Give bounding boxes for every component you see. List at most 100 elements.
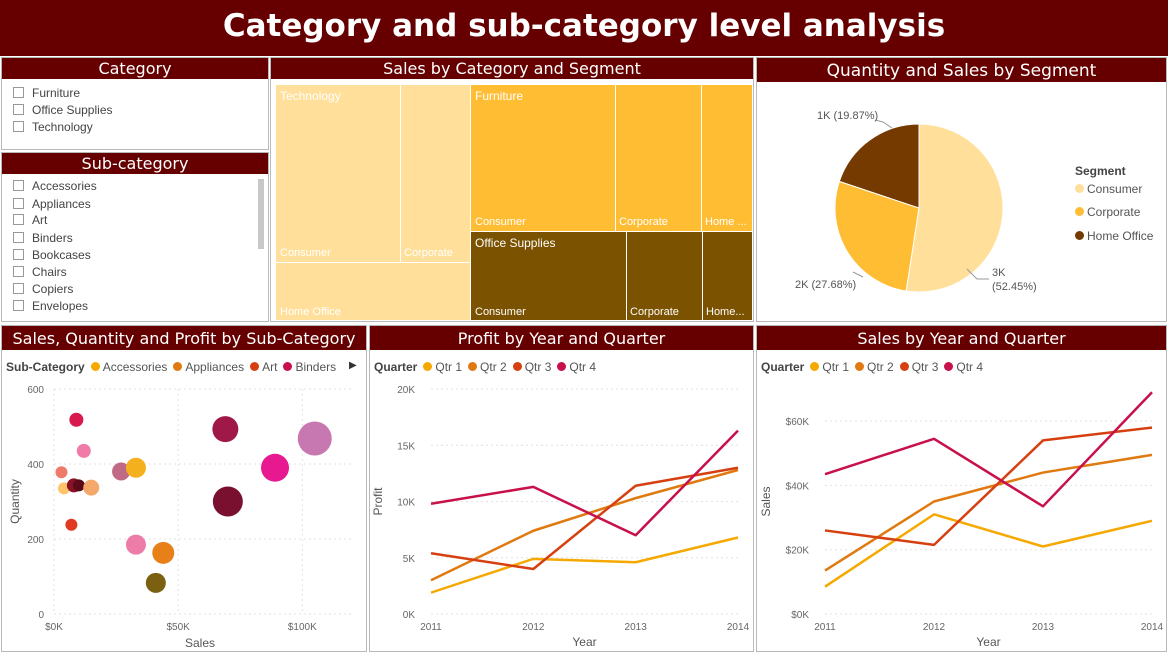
pie-label-corporate: 2K (27.68%) bbox=[795, 279, 856, 291]
legend-dot bbox=[1075, 231, 1084, 241]
pie-slice-home-office[interactable] bbox=[838, 123, 920, 209]
legend-title: Sub-Category bbox=[6, 360, 85, 374]
slicer-item-art[interactable]: Art bbox=[13, 212, 47, 229]
checkbox[interactable] bbox=[13, 87, 24, 99]
slicer-item-accessories[interactable]: Accessories bbox=[13, 178, 97, 195]
checkbox[interactable] bbox=[13, 232, 24, 244]
checkbox[interactable] bbox=[13, 300, 24, 312]
scatter-point[interactable] bbox=[83, 479, 100, 496]
series-line-qtr-1[interactable] bbox=[824, 513, 1153, 588]
slicer-item-furniture[interactable]: Furniture bbox=[13, 85, 80, 102]
x-tick-label: 2012 bbox=[522, 622, 545, 633]
scatter-point[interactable] bbox=[212, 486, 243, 517]
checkbox[interactable] bbox=[13, 198, 24, 210]
x-axis-label: Year bbox=[976, 635, 1000, 649]
scatter-title: Sales, Quantity and Profit by Sub-Catego… bbox=[2, 326, 366, 350]
scatter-point[interactable] bbox=[72, 479, 85, 492]
pie-legend-corporate[interactable]: Corporate bbox=[1075, 205, 1140, 219]
scatter-point[interactable] bbox=[152, 541, 175, 564]
treemap-label: Consumer bbox=[475, 306, 526, 318]
slicer-scrollbar[interactable] bbox=[258, 179, 264, 249]
sales-title: Sales by Year and Quarter bbox=[757, 326, 1166, 350]
treemap-label: Corporate bbox=[619, 216, 668, 228]
pie-slice-corporate[interactable] bbox=[834, 180, 920, 292]
scatter-point[interactable] bbox=[212, 416, 239, 443]
scatter-point[interactable] bbox=[76, 443, 91, 458]
checkbox[interactable] bbox=[13, 283, 24, 295]
legend-dot bbox=[512, 362, 522, 372]
slicer-item-binders[interactable]: Binders bbox=[13, 230, 73, 247]
series-line-qtr-3[interactable] bbox=[430, 466, 739, 571]
sales-line-chart[interactable]: $0K $20K $40K $60K 2011 2012 2013 2014 Year Sales bbox=[757, 381, 1167, 651]
checkbox[interactable] bbox=[13, 104, 24, 116]
profit-title: Profit by Year and Quarter bbox=[370, 326, 753, 350]
legend-dot bbox=[250, 362, 260, 372]
scatter-point[interactable] bbox=[125, 457, 146, 478]
treemap-cell-technology-corporate[interactable] bbox=[400, 84, 471, 263]
y-tick-label: 5K bbox=[403, 554, 416, 565]
slicer-item-technology[interactable]: Technology bbox=[13, 119, 93, 136]
y-tick-label: 600 bbox=[27, 385, 44, 396]
scatter-chart[interactable]: 0 200 400 600 $0K $50K $100K Sales Quantity bbox=[2, 381, 367, 651]
series-line-qtr-3[interactable] bbox=[824, 426, 1153, 547]
slicer-item-copiers[interactable]: Copiers bbox=[13, 281, 73, 298]
profit-line-chart[interactable]: 0K 5K 10K 15K 20K 2011 2012 2013 2014 Year Profit bbox=[370, 381, 754, 651]
x-axis-label: Year bbox=[572, 635, 596, 649]
legend-next-arrow-icon[interactable]: ▶ bbox=[349, 360, 357, 371]
series-line-qtr-4[interactable] bbox=[824, 391, 1153, 508]
pie-slice-consumer[interactable] bbox=[905, 123, 1004, 293]
series-line-qtr-2[interactable] bbox=[824, 453, 1153, 572]
checkbox[interactable] bbox=[13, 180, 24, 192]
pie-chart[interactable]: 3K (52.45%) 2K (27.68%) 1K (19.87%) bbox=[757, 82, 1167, 322]
x-tick-label: 2012 bbox=[923, 622, 946, 633]
x-tick-label: 2013 bbox=[1032, 622, 1055, 633]
checkbox[interactable] bbox=[13, 266, 24, 278]
checkbox[interactable] bbox=[13, 121, 24, 133]
pie-legend-consumer[interactable]: Consumer bbox=[1075, 182, 1142, 196]
y-tick-label: 15K bbox=[397, 441, 415, 452]
treemap-cell-furniture-consumer[interactable] bbox=[470, 84, 616, 232]
y-tick-label: 20K bbox=[397, 385, 415, 396]
slicer-item-bookcases[interactable]: Bookcases bbox=[13, 247, 91, 264]
scatter-legend: Sub-Category Accessories Appliances Art Bind… bbox=[6, 360, 337, 374]
pie-panel: Quantity and Sales by Segment 3K (52.45%)… bbox=[756, 57, 1167, 322]
sales-legend: Quarter Qtr 1 Qtr 2 Qtr 3 Qtr 4 bbox=[761, 360, 984, 374]
legend-dot bbox=[173, 362, 183, 372]
checkbox[interactable] bbox=[13, 214, 24, 226]
treemap-cell-technology-consumer[interactable] bbox=[275, 84, 401, 263]
treemap-cell-office-consumer[interactable] bbox=[470, 231, 627, 321]
scatter-panel: Sales, Quantity and Profit by Sub-Catego… bbox=[1, 325, 367, 652]
scatter-point[interactable] bbox=[145, 572, 166, 593]
treemap-label: Corporate bbox=[404, 247, 453, 259]
pie-label-consumer: 3K bbox=[992, 267, 1006, 279]
treemap-cell-office-homeoffice[interactable] bbox=[702, 231, 753, 321]
treemap-cell-furniture-homeoffice[interactable] bbox=[701, 84, 753, 232]
checkbox[interactable] bbox=[13, 249, 24, 261]
scatter-point[interactable] bbox=[65, 518, 78, 531]
legend-dot bbox=[899, 362, 909, 372]
treemap-label: Corporate bbox=[630, 306, 679, 318]
pie-legend-homeoffice[interactable]: Home Office bbox=[1075, 229, 1153, 243]
series-line-qtr-4[interactable] bbox=[430, 429, 739, 537]
legend-dot bbox=[423, 362, 433, 372]
scatter-point[interactable] bbox=[55, 466, 68, 479]
treemap-cell-furniture-corporate[interactable] bbox=[615, 84, 702, 232]
profit-legend: Quarter Qtr 1 Qtr 2 Qtr 3 Qtr 4 bbox=[374, 360, 597, 374]
slicer-item-envelopes[interactable]: Envelopes bbox=[13, 298, 88, 315]
series-line-qtr-2[interactable] bbox=[430, 468, 739, 582]
legend-dot bbox=[557, 362, 567, 372]
legend-dot bbox=[283, 362, 293, 372]
treemap-cell-office-corporate[interactable] bbox=[626, 231, 703, 321]
scatter-point[interactable] bbox=[297, 421, 332, 456]
scatter-point[interactable] bbox=[125, 534, 146, 555]
slicer-item-appliances[interactable]: Appliances bbox=[13, 196, 91, 213]
scatter-point[interactable] bbox=[69, 412, 84, 427]
scatter-point[interactable] bbox=[112, 462, 131, 481]
slicer-item-chairs[interactable]: Chairs bbox=[13, 264, 67, 281]
treemap-group-furniture: Furniture bbox=[475, 89, 524, 103]
treemap-group-technology: Technology bbox=[280, 89, 341, 103]
series-line-qtr-1[interactable] bbox=[430, 536, 739, 594]
treemap-cell-technology-homeoffice[interactable] bbox=[275, 262, 471, 321]
scatter-point[interactable] bbox=[261, 453, 290, 482]
slicer-item-office-supplies[interactable]: Office Supplies bbox=[13, 102, 113, 119]
